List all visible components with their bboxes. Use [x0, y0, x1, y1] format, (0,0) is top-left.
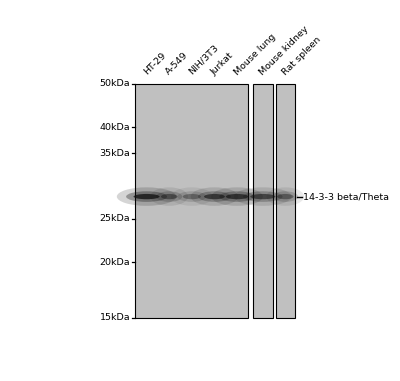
Ellipse shape [156, 191, 182, 202]
Text: Mouse kidney: Mouse kidney [258, 24, 310, 77]
Ellipse shape [161, 194, 178, 199]
Bar [253, 84, 272, 318]
Text: 50kDa: 50kDa [100, 79, 130, 88]
Ellipse shape [117, 187, 176, 206]
Ellipse shape [204, 194, 225, 199]
Text: Jurkat: Jurkat [210, 51, 236, 77]
Ellipse shape [183, 194, 201, 199]
Ellipse shape [234, 187, 292, 206]
Text: 20kDa: 20kDa [100, 258, 130, 266]
Text: 40kDa: 40kDa [100, 123, 130, 132]
Text: NIH/3T3: NIH/3T3 [187, 43, 220, 77]
Ellipse shape [191, 187, 238, 206]
Bar [276, 84, 295, 318]
Ellipse shape [134, 194, 160, 199]
Text: Rat spleen: Rat spleen [280, 35, 322, 77]
Ellipse shape [277, 194, 294, 199]
Ellipse shape [126, 191, 167, 202]
Ellipse shape [266, 187, 304, 206]
Ellipse shape [150, 187, 188, 206]
Ellipse shape [243, 191, 282, 202]
Text: A-549: A-549 [164, 51, 190, 77]
Bar [135, 84, 248, 318]
Text: 25kDa: 25kDa [100, 214, 130, 223]
Ellipse shape [219, 191, 255, 202]
Ellipse shape [198, 191, 231, 202]
Text: 14-3-3 beta/Theta: 14-3-3 beta/Theta [303, 192, 389, 201]
Text: Mouse lung: Mouse lung [232, 32, 277, 77]
Ellipse shape [178, 191, 206, 202]
Ellipse shape [171, 187, 213, 206]
Text: 15kDa: 15kDa [100, 314, 130, 322]
Ellipse shape [250, 194, 276, 199]
Ellipse shape [226, 194, 248, 199]
Ellipse shape [211, 187, 263, 206]
Text: HT-29: HT-29 [142, 51, 167, 77]
Ellipse shape [272, 191, 298, 202]
Text: 35kDa: 35kDa [100, 149, 130, 158]
